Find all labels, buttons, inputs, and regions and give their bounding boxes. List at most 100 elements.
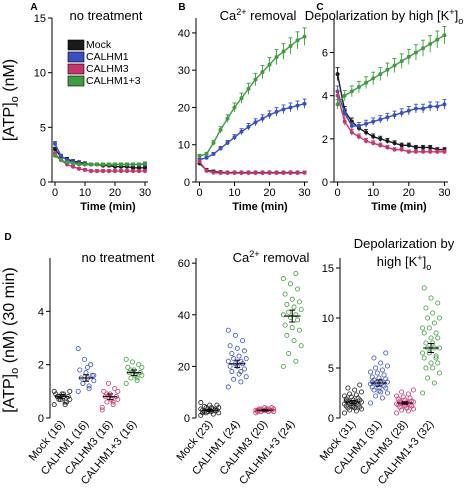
scatter-point-D2	[255, 409, 261, 415]
data-point-B	[232, 171, 237, 176]
data-point-A	[53, 147, 57, 152]
y-tick-label-B: 40	[178, 28, 190, 40]
y-tick-label-D3: 15	[322, 263, 334, 275]
scatter-point-D3	[357, 382, 363, 388]
data-point-C	[421, 149, 426, 154]
panel-title-A: no treatment	[70, 8, 143, 23]
scatter-point-D2	[284, 332, 290, 338]
data-point-A	[53, 141, 57, 146]
panel-title-C: Depolarization by high [K+]o	[305, 7, 464, 26]
scatter-point-D1	[99, 404, 105, 410]
scatter-point-D1	[128, 375, 134, 381]
scatter-point-D3	[350, 404, 356, 410]
data-point-C	[406, 54, 411, 59]
top-y-axis-label: [ATP]o (nM)	[1, 59, 21, 141]
scatter-point-D2	[227, 343, 233, 349]
scatter-point-D1	[86, 386, 92, 392]
y-tick-label-C: 4	[322, 91, 328, 103]
panel-A	[48, 17, 148, 186]
scatter-point-D2	[236, 353, 242, 359]
scatter-point-D1	[67, 388, 73, 394]
data-point-C	[342, 119, 347, 124]
data-point-B	[295, 103, 300, 108]
x-axis-label-B: Time (min)	[232, 201, 288, 213]
scatter-point-D3	[347, 391, 353, 397]
panel-title-D3-line1: Depolarization by	[354, 236, 455, 251]
scatter-point-D3	[379, 395, 385, 401]
scatter-point-D3	[404, 405, 410, 411]
scatter-point-D2	[280, 276, 286, 282]
scatter-point-D1	[51, 388, 57, 394]
scatter-point-D3	[381, 372, 387, 378]
scatter-point-D2	[296, 299, 302, 305]
scatter-point-D3	[435, 300, 441, 306]
data-point-B	[302, 101, 307, 106]
data-point-C	[385, 115, 390, 120]
data-point-A	[95, 169, 99, 174]
y-tick-label-C: 0	[322, 177, 328, 189]
panel-C	[330, 18, 448, 186]
data-point-C	[342, 93, 347, 98]
x-tick-label-C: 10	[367, 187, 379, 199]
panel-title-B: Ca2+​ removal	[220, 7, 297, 23]
data-point-A	[137, 169, 141, 174]
data-point-B	[253, 171, 258, 176]
data-point-A	[143, 169, 147, 174]
data-point-C	[364, 80, 369, 85]
data-point-C	[442, 102, 447, 107]
scatter-point-D3	[431, 380, 437, 386]
data-point-C	[406, 149, 411, 154]
scatter-point-D1	[53, 391, 59, 397]
data-point-A	[101, 169, 105, 174]
data-point-C	[342, 110, 347, 115]
data-point-A	[143, 161, 147, 166]
scatter-point-D2	[291, 304, 297, 310]
scatter-point-D2	[234, 345, 240, 351]
panel-letter-A: A	[30, 2, 37, 13]
data-point-C	[413, 106, 418, 111]
data-point-B	[197, 159, 202, 164]
scatter-point-D2	[282, 322, 288, 328]
scatter-point-D1	[83, 370, 89, 376]
data-point-B	[239, 129, 244, 134]
data-point-B	[302, 34, 307, 39]
scatter-point-D3	[431, 320, 437, 326]
scatter-point-D2	[229, 369, 235, 375]
scatter-point-D2	[240, 338, 246, 344]
scatter-point-D3	[433, 353, 439, 359]
scatter-point-D2	[286, 350, 292, 356]
panel-letter-D: D	[4, 232, 11, 243]
scatter-point-D3	[399, 389, 405, 395]
scatter-point-D3	[423, 305, 429, 311]
data-point-A	[59, 153, 63, 158]
data-point-C	[335, 72, 340, 77]
scatter-point-D2	[238, 379, 244, 385]
data-point-A	[71, 161, 75, 166]
x-tick-label-C: 0	[335, 187, 341, 199]
data-point-C	[378, 117, 383, 122]
data-point-B	[204, 168, 209, 173]
panel-D3	[336, 258, 442, 419]
data-point-B	[197, 153, 202, 158]
scatter-point-D1	[139, 372, 145, 378]
data-point-B	[281, 49, 286, 54]
data-point-A	[119, 162, 123, 167]
y-tick-label-B: 30	[178, 65, 190, 77]
x-tick-label-B: 20	[263, 187, 275, 199]
scatter-point-D1	[125, 364, 131, 370]
y-tick-label-A: 0	[40, 177, 46, 189]
scatter-point-D3	[352, 387, 358, 393]
scatter-point-D3	[353, 392, 359, 398]
scatter-point-D2	[241, 366, 247, 372]
y-tick-label-D3: 10	[322, 313, 334, 325]
legend-label-2: CALHM1	[86, 51, 129, 63]
scatter-point-D1	[99, 407, 105, 413]
scatter-point-D1	[56, 396, 62, 402]
scatter-point-D2	[225, 358, 231, 364]
series-line-C	[337, 34, 445, 105]
scatter-point-D2	[289, 296, 295, 302]
scatter-point-D2	[293, 270, 299, 276]
data-point-C	[385, 145, 390, 150]
scatter-point-D2	[295, 317, 301, 323]
series-line-C	[336, 73, 445, 151]
